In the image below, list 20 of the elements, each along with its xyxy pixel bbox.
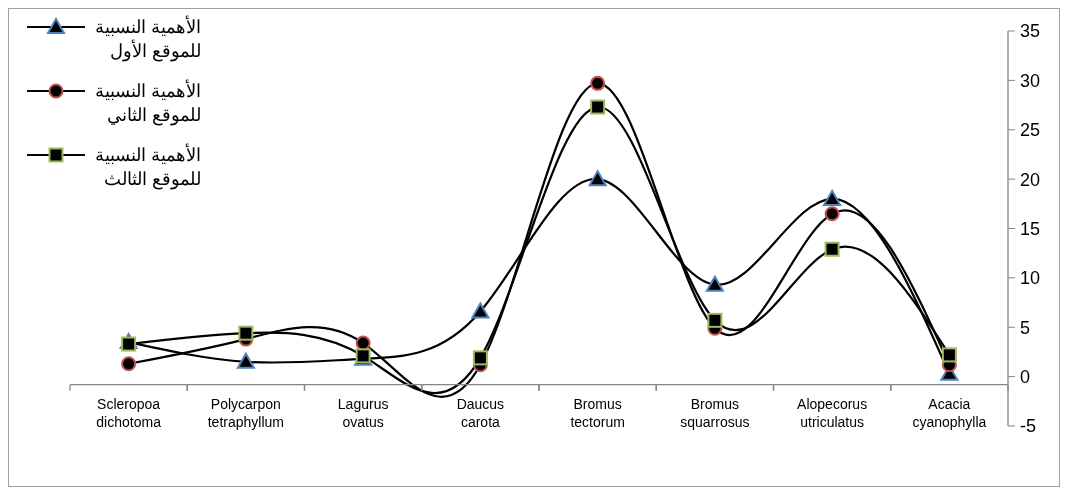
- legend-label: الأهمية النسبية للموقع الثالث: [94, 143, 201, 191]
- x-tick-label: Lagurus ovatus: [337, 395, 389, 430]
- x-tick-label: Alopecorus utriculatus: [797, 395, 868, 430]
- x-tick-label: Daucus carota: [456, 395, 505, 430]
- y-tick-label: 25: [1020, 120, 1041, 141]
- y-tick-label: 10: [1020, 268, 1041, 289]
- y-tick-label: 0: [1020, 367, 1031, 388]
- x-tick-label: Bromus squarrosus: [680, 395, 750, 430]
- legend-label: الأهمية النسبية للموقع الأول: [94, 15, 201, 63]
- y-tick-label: 35: [1020, 21, 1041, 42]
- y-tick-label: 30: [1020, 70, 1041, 91]
- y-tick-label: 20: [1020, 169, 1041, 190]
- y-tick-label: 5: [1020, 317, 1031, 338]
- x-tick-label: Acacia cyanophylla: [912, 395, 987, 430]
- x-tick-label: Polycarpon tetraphyllum: [207, 395, 285, 430]
- y-tick-label: 15: [1020, 218, 1041, 239]
- legend-label: الأهمية النسبية للموقع الثاني: [94, 79, 201, 127]
- x-tick-label: Bromus tectorum: [570, 395, 625, 430]
- x-tick-label: Scleropoa dichotoma: [96, 395, 162, 430]
- y-tick-label: -5: [1020, 416, 1037, 437]
